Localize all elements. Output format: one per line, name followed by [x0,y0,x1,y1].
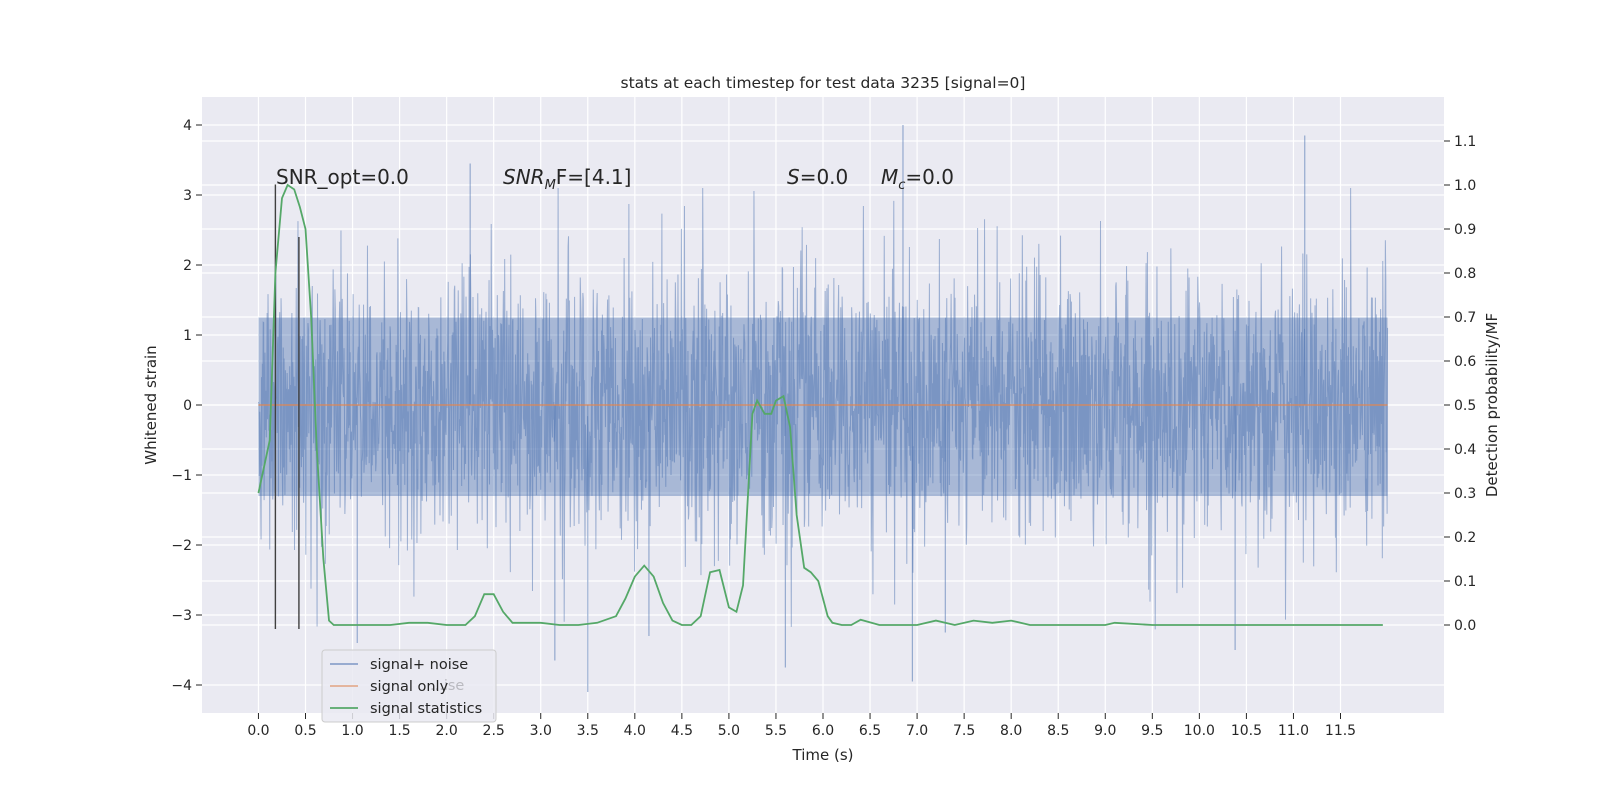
vertical-markers [274,184,300,629]
annotation-mc: Mc=0.0 [881,165,954,193]
y-right-tick-label: 0.9 [1454,222,1476,238]
x-tick-label: 9.0 [1094,723,1116,739]
y-axis-left-label: Whitened strain [142,345,160,464]
legend: ...ise signal+ noise signal only signal … [321,649,497,723]
y-right-tick-label: 0.3 [1454,486,1476,502]
legend-label-signal-plus-noise: signal+ noise [370,657,468,673]
x-tick-label: 2.5 [483,723,505,739]
x-tick-label: 7.0 [906,723,928,739]
legend-ghost-text: ...ise [430,678,464,694]
x-tick-label: 1.5 [388,723,410,739]
x-tick-label: 5.5 [765,723,787,739]
x-tick-label: 4.5 [671,723,693,739]
y-right-tick-label: 0.4 [1454,442,1476,458]
x-axis-label: Time (s) [792,746,854,764]
y-right-tick-label: 0.0 [1454,618,1476,634]
x-tick-label: 3.0 [530,723,552,739]
legend-box [321,649,497,723]
chart-title: stats at each timestep for test data 323… [621,74,1026,92]
x-tick-label: 4.0 [624,723,646,739]
signal-statistics-line [257,183,1383,626]
y-right-tick-label: 0.6 [1454,354,1476,370]
annotation-snr-mf: SNRMF=[4.1] [503,165,631,193]
y-right-tick-label: 0.1 [1454,574,1476,590]
annotation-snr-mf-base: SNR [503,165,545,189]
y-left-tick-label: −1 [171,468,192,484]
x-tick-label: 11.0 [1278,723,1309,739]
annotation-snr-opt: SNR_opt=0.0 [276,165,409,189]
x-tick-label: 8.5 [1047,723,1069,739]
y-right-tick-label: 0.5 [1454,398,1476,414]
y-left-tick-label: −2 [171,538,192,554]
annotation-snr-mf-sub: M [545,178,556,193]
annotation-mc-sub: c [898,178,905,193]
x-tick-label: 0.0 [247,723,269,739]
x-tick-label: 6.0 [812,723,834,739]
annotation-mc-base: M [881,165,898,189]
noise-core-band [258,317,1388,496]
annotation-s: S=0.0 [787,165,848,189]
y-right-tick-label: 0.2 [1454,530,1476,546]
x-tick-label: 3.5 [577,723,599,739]
x-tick-label: 5.0 [718,723,740,739]
axis-ticks: 0.0 0.5 1.0 1.5 2.0 2.5 3.0 3.5 4.0 4.5 5.0 5.5 6.0 6… [171,118,1476,739]
x-tick-label: 11.5 [1325,723,1356,739]
y-left-tick-label: 2 [183,258,192,274]
y-left-tick-label: 1 [183,328,192,344]
y-left-tick-label: −4 [171,678,192,694]
x-tick-label: 9.5 [1141,723,1163,739]
y-right-tick-label: 0.7 [1454,310,1476,326]
y-right-tick-label: 1.0 [1454,178,1476,194]
y-left-tick-label: 0 [183,398,192,414]
y-right-tick-label: 1.1 [1454,134,1476,150]
legend-label-signal-only: signal only [370,679,449,695]
x-tick-label: 1.0 [341,723,363,739]
series-signal-statistics [257,183,1383,626]
annotation-snr-mf-rest: F=[4.1] [556,165,632,189]
x-tick-label: 0.5 [294,723,316,739]
annotation-s-italic: S [787,165,800,189]
y-left-tick-label: −3 [171,608,192,624]
x-tick-label: 10.0 [1184,723,1215,739]
y-left-tick-label: 3 [183,188,192,204]
noise-trace [257,187,1389,630]
x-tick-label: 8.0 [1000,723,1022,739]
annotation-mc-rest: =0.0 [905,165,954,189]
y-left-tick-label: 4 [183,118,192,134]
legend-label-signal-statistics: signal statistics [370,701,482,717]
series-signal-plus-noise [257,125,1389,692]
x-tick-label: 7.5 [953,723,975,739]
x-tick-label: 2.0 [436,723,458,739]
annotation-s-rest: =0.0 [800,165,849,189]
x-tick-label: 6.5 [859,723,881,739]
y-right-tick-label: 0.8 [1454,266,1476,282]
x-tick-label: 10.5 [1231,723,1262,739]
y-axis-right-label: Detection probability/MF [1483,313,1501,497]
